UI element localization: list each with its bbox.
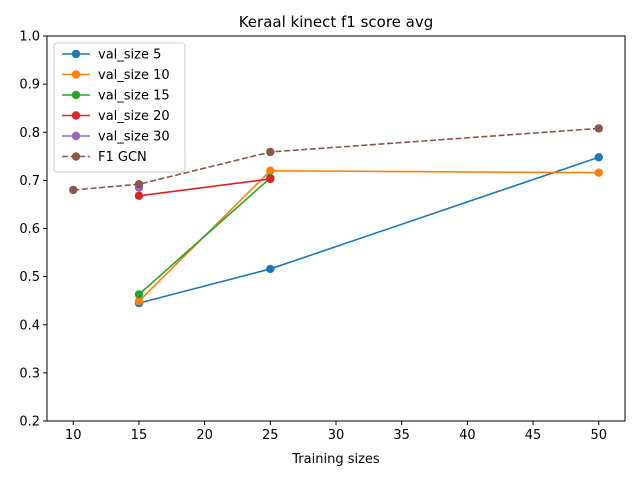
- x-tick-label: 40: [459, 428, 476, 443]
- legend-marker: [71, 131, 81, 141]
- y-tick-label: 0.8: [19, 126, 40, 141]
- x-tick-label: 15: [131, 428, 148, 443]
- legend-label: val_size 5: [98, 48, 161, 63]
- x-axis-title: Training sizes: [291, 452, 380, 467]
- legend-marker: [71, 111, 81, 120]
- x-tick-label: 45: [525, 428, 542, 443]
- chart-title: Keraal kinect f1 score avg: [239, 13, 434, 31]
- x-tick-label: 10: [65, 428, 82, 443]
- y-tick-label: 0.6: [19, 222, 40, 237]
- legend-marker: [71, 49, 81, 59]
- legend-marker: [71, 152, 81, 161]
- series-line: [138, 156, 599, 304]
- data-point: [266, 174, 275, 184]
- legend-item[interactable]: val_size 15: [62, 89, 170, 104]
- x-tick-label: 35: [393, 428, 410, 443]
- plot-frame: [46, 35, 626, 422]
- x-axis: 10 15 20 25 30 35 40 45 50: [65, 421, 607, 443]
- legend-item[interactable]: val_size 5: [62, 48, 161, 63]
- series-val-size-20: [134, 174, 275, 200]
- legend-item[interactable]: val_size 10: [62, 68, 170, 83]
- y-tick-label: 0.5: [19, 270, 40, 285]
- data-point: [594, 168, 603, 177]
- series-val-size-10: [134, 166, 603, 306]
- legend[interactable]: val_size 5 val_size 10 val_size 15 val_size…: [53, 42, 186, 173]
- legend-label: val_size 10: [98, 68, 170, 83]
- data-point: [134, 191, 144, 200]
- data-point: [134, 296, 144, 306]
- x-tick-label: 50: [590, 428, 607, 443]
- y-tick-label: 0.7: [19, 174, 40, 189]
- series-line: [138, 178, 271, 197]
- y-tick-label: 0.2: [19, 415, 40, 430]
- data-point: [134, 290, 144, 299]
- legend-item[interactable]: F1 GCN: [62, 150, 147, 165]
- data-point: [266, 147, 275, 157]
- y-tick-label: 0.9: [19, 78, 40, 93]
- x-tick-label: 25: [262, 428, 279, 443]
- data-point: [266, 166, 275, 175]
- legend-item[interactable]: val_size 30: [62, 130, 170, 145]
- legend-label: val_size 15: [98, 89, 170, 104]
- legend-label: val_size 30: [98, 130, 170, 145]
- legend-marker: [71, 70, 81, 79]
- series-line: [73, 127, 599, 191]
- y-tick-label: 0.3: [19, 366, 40, 381]
- y-tick-label: 0.4: [19, 318, 40, 333]
- series-f1-gcn: [69, 124, 603, 195]
- data-point: [594, 124, 603, 133]
- y-axis: 0.2 0.3 0.4 0.5 0.6 0.7 0.8 0.9 1.0: [19, 30, 47, 430]
- legend-label: F1 GCN: [98, 150, 147, 165]
- series-layer: [69, 124, 603, 308]
- y-tick-label: 1.0: [19, 30, 40, 45]
- x-tick-label: 30: [328, 428, 345, 443]
- data-point: [134, 180, 144, 189]
- series-val-size-15: [134, 173, 275, 299]
- series-line: [138, 177, 271, 296]
- data-point: [594, 153, 603, 162]
- x-tick-label: 20: [196, 428, 213, 443]
- data-point: [69, 185, 78, 195]
- series-val-size-5: [134, 153, 603, 308]
- legend-marker: [71, 90, 81, 100]
- legend-label: val_size 20: [98, 109, 170, 124]
- legend-item[interactable]: val_size 20: [62, 109, 170, 124]
- data-point: [266, 264, 275, 274]
